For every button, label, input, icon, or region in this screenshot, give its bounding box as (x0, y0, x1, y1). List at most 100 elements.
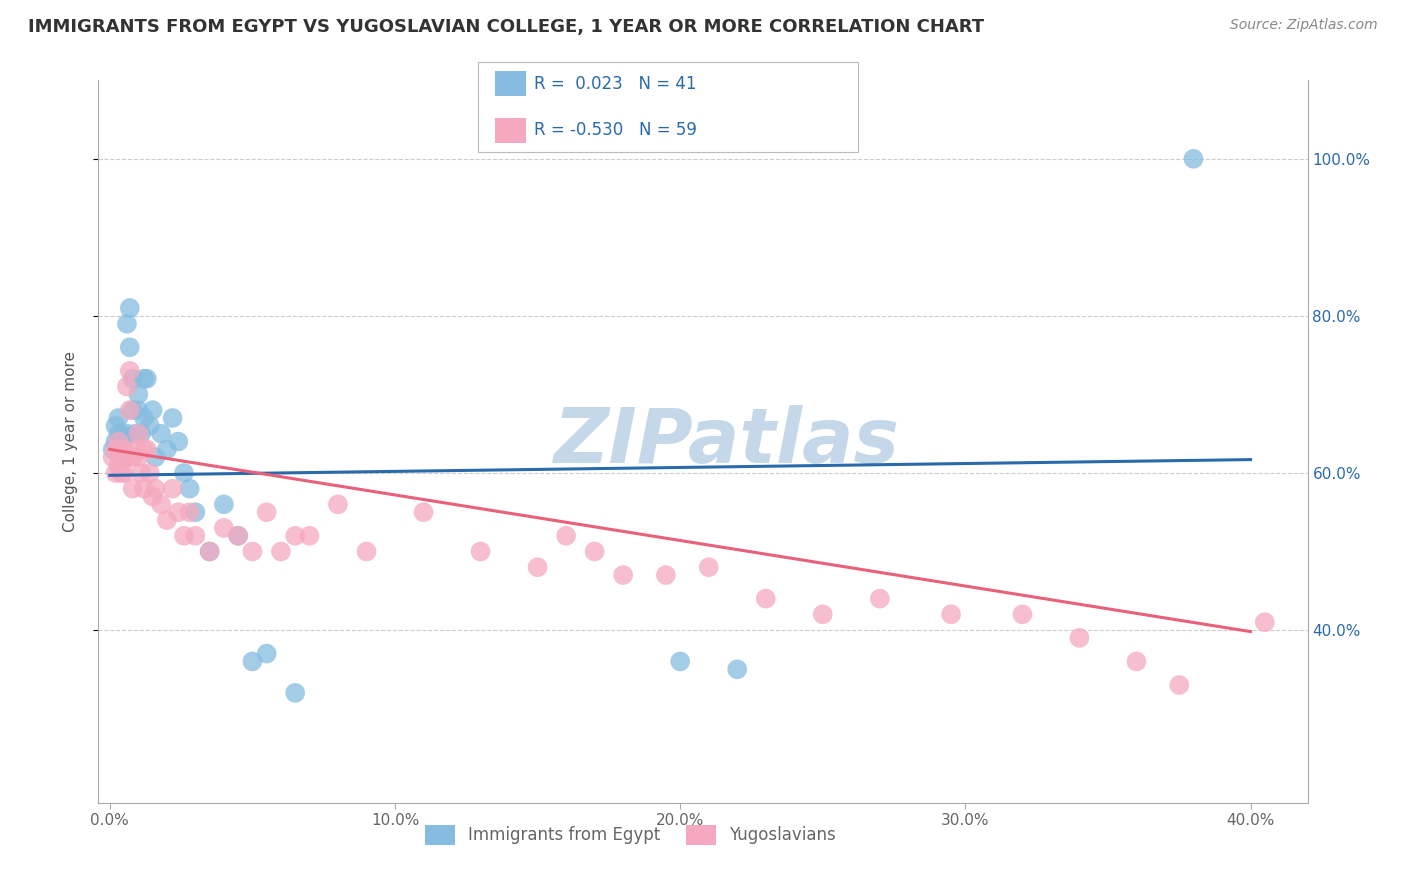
Point (145, 450, 167, 465)
Point (127, 387, 149, 401)
Point (121, 372, 143, 386)
Point (118, 403, 141, 417)
Point (118, 364, 141, 378)
Point (139, 418, 162, 433)
Point (112, 442, 135, 457)
Point (167, 505, 190, 519)
Point (173, 529, 195, 543)
Point (142, 490, 165, 504)
Point (118, 340, 141, 354)
Point (101, 442, 124, 457)
Point (179, 482, 201, 496)
Point (173, 466, 195, 480)
Point (697, 560, 720, 574)
Point (110, 466, 132, 480)
Point (112, 434, 135, 449)
Point (132, 411, 155, 425)
Point (412, 505, 434, 519)
Point (135, 372, 157, 386)
Point (115, 379, 138, 393)
Point (104, 434, 127, 449)
Point (107, 434, 129, 449)
Point (107, 411, 129, 425)
Point (655, 568, 678, 582)
Point (226, 529, 249, 543)
Point (356, 544, 378, 558)
Point (139, 466, 162, 480)
Text: Source: ZipAtlas.com: Source: ZipAtlas.com (1230, 18, 1378, 32)
Point (127, 426, 149, 441)
Y-axis label: College, 1 year or more: College, 1 year or more (63, 351, 77, 532)
Point (198, 544, 221, 558)
Point (115, 450, 138, 465)
Point (112, 450, 135, 465)
Point (725, 662, 748, 676)
Point (298, 529, 321, 543)
Point (132, 482, 155, 496)
Text: R = -0.530   N = 59: R = -0.530 N = 59 (534, 121, 697, 139)
Point (755, 591, 778, 606)
Point (612, 568, 634, 582)
Point (124, 426, 146, 441)
Point (869, 591, 891, 606)
Point (326, 497, 349, 511)
Point (811, 607, 834, 622)
Point (115, 317, 138, 331)
Point (1011, 607, 1033, 622)
Point (270, 544, 292, 558)
Point (121, 450, 143, 465)
Point (135, 442, 157, 457)
Text: ZIPatlas: ZIPatlas (554, 405, 900, 478)
Point (162, 411, 184, 425)
Point (129, 426, 152, 441)
Point (555, 529, 578, 543)
Point (124, 442, 146, 457)
Point (150, 497, 173, 511)
Point (156, 442, 179, 457)
Text: IMMIGRANTS FROM EGYPT VS YUGOSLAVIAN COLLEGE, 1 YEAR OR MORE CORRELATION CHART: IMMIGRANTS FROM EGYPT VS YUGOSLAVIAN COL… (28, 18, 984, 36)
Point (121, 482, 143, 496)
Point (212, 497, 235, 511)
Point (110, 442, 132, 457)
Point (156, 513, 179, 527)
Point (470, 544, 492, 558)
Text: R =  0.023   N = 41: R = 0.023 N = 41 (534, 75, 697, 93)
Point (132, 372, 155, 386)
Point (1254, 615, 1277, 630)
Point (104, 466, 127, 480)
Point (669, 655, 692, 669)
Point (129, 466, 152, 480)
Point (179, 505, 201, 519)
Point (104, 418, 127, 433)
Point (145, 482, 167, 496)
Point (110, 450, 132, 465)
Point (104, 442, 127, 457)
Point (583, 544, 606, 558)
Point (132, 442, 155, 457)
Point (1168, 678, 1191, 692)
Point (1125, 655, 1147, 669)
Point (118, 301, 141, 315)
Point (226, 529, 249, 543)
Point (526, 560, 548, 574)
Point (107, 426, 129, 441)
Point (115, 426, 138, 441)
Point (1069, 631, 1091, 645)
Point (284, 529, 307, 543)
Point (284, 686, 307, 700)
Point (184, 529, 207, 543)
Point (242, 655, 264, 669)
Point (150, 426, 173, 441)
Point (142, 403, 165, 417)
Point (127, 403, 149, 417)
Point (212, 521, 235, 535)
Point (110, 426, 132, 441)
Point (242, 544, 264, 558)
Point (167, 434, 190, 449)
Point (162, 482, 184, 496)
Point (101, 450, 124, 465)
Point (256, 647, 278, 661)
Legend: Immigrants from Egypt, Yugoslavians: Immigrants from Egypt, Yugoslavians (425, 825, 835, 845)
Point (184, 505, 207, 519)
Point (121, 403, 143, 417)
